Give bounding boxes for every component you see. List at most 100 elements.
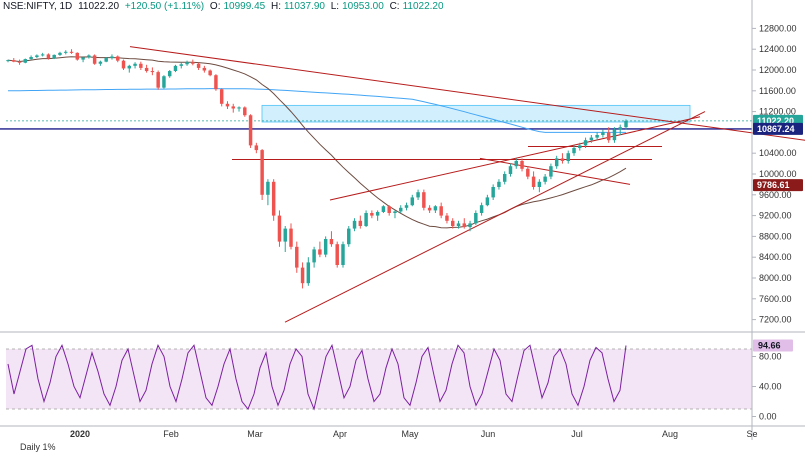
- candle-body: [364, 213, 368, 226]
- chart-header: NSE:NIFTY, 1D 11022.20 +120.50 (+1.11%) …: [3, 1, 447, 15]
- candle-body: [445, 215, 449, 221]
- last-price: 11022.20: [78, 1, 120, 12]
- candle-body: [266, 181, 270, 195]
- candle-body: [12, 60, 16, 62]
- candle-body: [427, 207, 432, 211]
- candle-body: [323, 239, 328, 255]
- candle-body: [116, 56, 120, 61]
- candle-body: [537, 181, 542, 187]
- price-tick-label: 7200.00: [759, 315, 792, 325]
- candle-body: [144, 67, 149, 72]
- candle-body: [583, 140, 588, 146]
- price-tick-label: 8800.00: [759, 231, 792, 241]
- candle-body: [75, 52, 80, 60]
- candle-body: [502, 174, 507, 182]
- candle-body: [612, 129, 617, 141]
- candle-body: [162, 76, 166, 88]
- price-badge-label: 9786.61: [757, 180, 790, 190]
- candle-body: [624, 120, 628, 128]
- bottom-note: Daily 1%: [20, 442, 56, 452]
- candle-body: [387, 206, 391, 213]
- price-change: +120.50 (+1.11%): [124, 1, 205, 12]
- price-tick-label: 7600.00: [759, 294, 792, 304]
- candle-body: [156, 72, 160, 88]
- candle-body: [572, 148, 576, 154]
- low-label: L:: [330, 1, 340, 12]
- trend-up-main: [284, 111, 706, 323]
- price-badge: [753, 179, 803, 192]
- candle-body: [589, 137, 594, 141]
- stoch-badge: [753, 339, 793, 352]
- candle-body: [595, 135, 599, 138]
- candle-body: [98, 61, 103, 64]
- stoch-oscillator: [7, 343, 627, 411]
- candle-body: [81, 57, 85, 60]
- candle-body: [508, 166, 513, 174]
- time-label: Se: [746, 429, 757, 439]
- close-value: 11022.20: [402, 1, 444, 12]
- candle-body: [17, 61, 22, 63]
- candle-body: [35, 55, 39, 57]
- candle-body: [347, 228, 351, 245]
- low-value: 10953.00: [342, 1, 384, 12]
- candle-body: [474, 213, 478, 224]
- time-label: Jun: [481, 429, 496, 439]
- candle-body: [375, 211, 380, 216]
- candles: [6, 49, 628, 289]
- candle-body: [526, 168, 530, 177]
- price-tick-label: 8400.00: [759, 252, 792, 262]
- trend-down-main: [129, 46, 805, 141]
- candle-body: [6, 60, 10, 62]
- candle-body: [520, 161, 524, 169]
- time-label: Mar: [247, 429, 263, 439]
- price-tick-label: 10000.00: [759, 169, 797, 179]
- candle-body: [243, 107, 247, 116]
- candle-body: [422, 192, 426, 208]
- stoch-badge-label: 94.66: [758, 341, 781, 351]
- candle-body: [341, 244, 345, 265]
- candle-body: [485, 197, 490, 206]
- stoch-tick-label: 40.00: [759, 382, 782, 392]
- candle-body: [52, 54, 56, 59]
- candle-body: [462, 223, 467, 228]
- stoch-tick-label: 0.00: [759, 412, 777, 422]
- price-tick-label: 12800.00: [759, 23, 797, 33]
- candle-body: [173, 65, 178, 72]
- candle-body: [179, 64, 184, 66]
- price-badge-label: 10867.24: [757, 124, 795, 134]
- candle-body: [358, 220, 363, 226]
- stoch-tick-label: 80.00: [759, 352, 782, 362]
- candle-body: [92, 55, 97, 64]
- candle-body: [312, 249, 316, 263]
- price-tick-label: 10400.00: [759, 148, 797, 158]
- candle-body: [370, 213, 374, 216]
- candle-body: [150, 71, 155, 73]
- high-value: 11037.90: [283, 1, 325, 12]
- time-label: Aug: [662, 429, 678, 439]
- candle-body: [237, 107, 241, 109]
- candle-body: [23, 59, 28, 63]
- ma-brown-line: [7, 56, 627, 229]
- candle-body: [167, 71, 172, 77]
- candle-body: [225, 103, 230, 107]
- candle-body: [289, 228, 293, 247]
- candle-body: [578, 145, 582, 148]
- candle-body: [110, 56, 114, 59]
- symbol-label: NSE:NIFTY, 1D: [3, 1, 73, 12]
- price-tick-label: 12000.00: [759, 65, 797, 75]
- open-label: O:: [209, 1, 221, 12]
- high-label: H:: [270, 1, 281, 12]
- trend-lines: [129, 46, 805, 323]
- candle-body: [393, 211, 397, 213]
- candle-body: [214, 75, 218, 90]
- candle-body: [352, 220, 357, 229]
- price-tick-label: 9600.00: [759, 190, 792, 200]
- candle-body: [399, 207, 403, 212]
- time-label: 2020: [70, 429, 90, 439]
- candle-body: [318, 249, 322, 255]
- candle-body: [566, 153, 570, 161]
- candle-body: [139, 63, 143, 68]
- candle-body: [277, 215, 282, 242]
